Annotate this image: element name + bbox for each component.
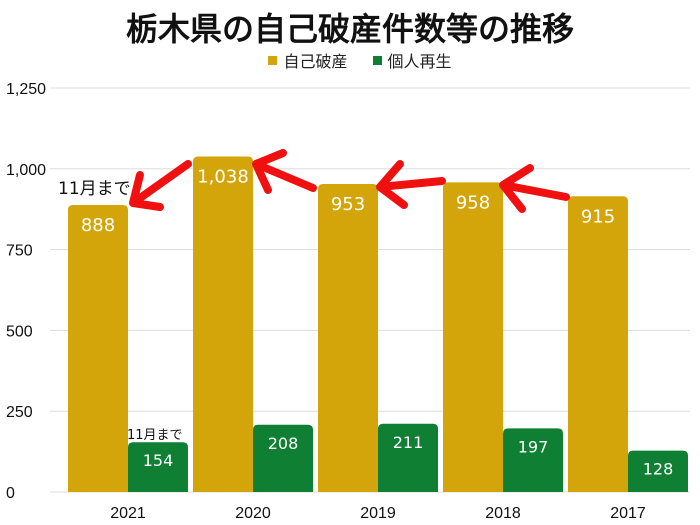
x-tick-label: 2017 bbox=[610, 505, 646, 522]
data-label: 958 bbox=[456, 192, 490, 213]
y-tick-label: 1,250 bbox=[6, 81, 46, 98]
legend-swatch-0 bbox=[268, 55, 278, 65]
y-tick-label: 0 bbox=[6, 485, 15, 502]
data-label: 154 bbox=[143, 451, 174, 470]
bar-kojin-saisei-2020 bbox=[253, 424, 313, 492]
x-tick-label: 2018 bbox=[485, 505, 521, 522]
bar-kojin-saisei-2021 bbox=[128, 442, 188, 492]
data-label: 128 bbox=[643, 460, 674, 479]
data-label: 208 bbox=[268, 434, 299, 453]
legend-swatch-1 bbox=[372, 55, 382, 65]
bar-jiko-hasan-2018 bbox=[443, 182, 503, 493]
y-tick-label: 1,000 bbox=[6, 162, 46, 179]
y-tick-label: 250 bbox=[6, 404, 33, 421]
x-tick-label: 2020 bbox=[235, 505, 271, 522]
data-label: 211 bbox=[393, 433, 424, 452]
legend: 自己破産 個人再生 bbox=[0, 48, 700, 72]
chart-title: 栃木県の自己破産件数等の推移 bbox=[125, 10, 574, 48]
red-arrow bbox=[252, 149, 317, 194]
red-arrow bbox=[499, 164, 570, 213]
y-tick-label: 500 bbox=[6, 323, 33, 340]
annotation-label: 11月まで bbox=[58, 179, 131, 199]
data-label: 915 bbox=[581, 206, 615, 227]
data-label: 197 bbox=[518, 437, 549, 456]
bar-jiko-hasan-2017 bbox=[568, 196, 628, 492]
bar-kojin-saisei-2017 bbox=[628, 450, 688, 492]
legend-label-1: 個人再生 bbox=[387, 52, 452, 71]
bar-jiko-hasan-2021 bbox=[68, 204, 128, 492]
y-tick-label: 750 bbox=[6, 243, 33, 260]
annotation-label: 11月まで bbox=[127, 428, 183, 443]
red-arrow bbox=[376, 160, 446, 209]
bar-kojin-saisei-2018 bbox=[503, 428, 563, 492]
data-label: 888 bbox=[81, 215, 115, 236]
x-tick-label: 2021 bbox=[110, 505, 146, 522]
x-tick-label: 2019 bbox=[360, 505, 396, 522]
data-label: 1,038 bbox=[197, 167, 249, 188]
bar-jiko-hasan-2019 bbox=[318, 183, 378, 492]
data-label: 953 bbox=[331, 194, 365, 215]
bar-kojin-saisei-2019 bbox=[378, 423, 438, 492]
legend-label-0: 自己破産 bbox=[283, 52, 348, 71]
bar-jiko-hasan-2020 bbox=[193, 156, 253, 492]
red-arrow bbox=[129, 160, 192, 211]
